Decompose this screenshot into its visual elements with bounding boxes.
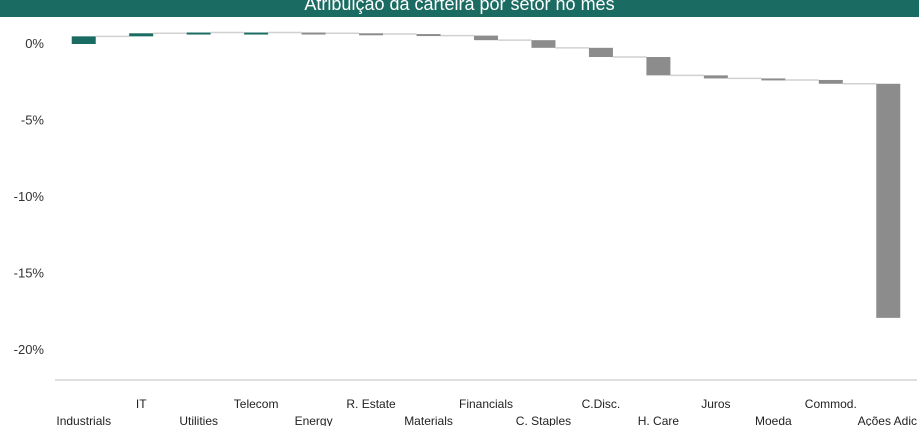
bar-3 (186, 32, 211, 35)
bar-6 (359, 33, 384, 36)
bar-11 (646, 57, 671, 76)
bar-5 (301, 32, 326, 35)
bar-12 (703, 75, 728, 79)
category-label: Financials (459, 397, 513, 411)
category-label: Juros (701, 397, 730, 411)
bar-1 (71, 36, 96, 44)
chart-title: Atribuição da carteira por setor no mês (304, 0, 615, 14)
category-label: R. Estate (346, 397, 396, 411)
bar-7 (416, 34, 441, 37)
category-label: IT (136, 397, 147, 411)
category-label: H. Care (638, 414, 680, 426)
category-label: Industrials (56, 414, 111, 426)
category-label: Moeda (755, 414, 792, 426)
bar-14 (818, 79, 843, 84)
y-tick-label: 0% (25, 36, 44, 51)
category-label: C.Disc. (582, 397, 621, 411)
bar-15 (876, 83, 901, 318)
bar-8 (474, 35, 498, 41)
category-label: C. Staples (516, 414, 571, 426)
category-label: Telecom (234, 397, 279, 411)
bar-9 (531, 40, 556, 48)
category-label: Energy (295, 414, 333, 426)
y-tick-label: -20% (14, 342, 45, 357)
bar-10 (588, 47, 613, 58)
bar-13 (761, 78, 786, 81)
y-tick-label: -5% (21, 113, 45, 128)
category-label: Utilities (179, 414, 218, 426)
chart-title-bar: Atribuição da carteira por setor no mês (0, 0, 919, 17)
y-tick-label: -10% (14, 189, 45, 204)
y-tick-label: -15% (14, 266, 45, 281)
category-label: Ações Adic (858, 414, 917, 426)
category-label: Materials (404, 414, 453, 426)
bar-2 (129, 33, 154, 37)
bar-4 (244, 32, 269, 35)
category-label: Commod. (805, 397, 857, 411)
